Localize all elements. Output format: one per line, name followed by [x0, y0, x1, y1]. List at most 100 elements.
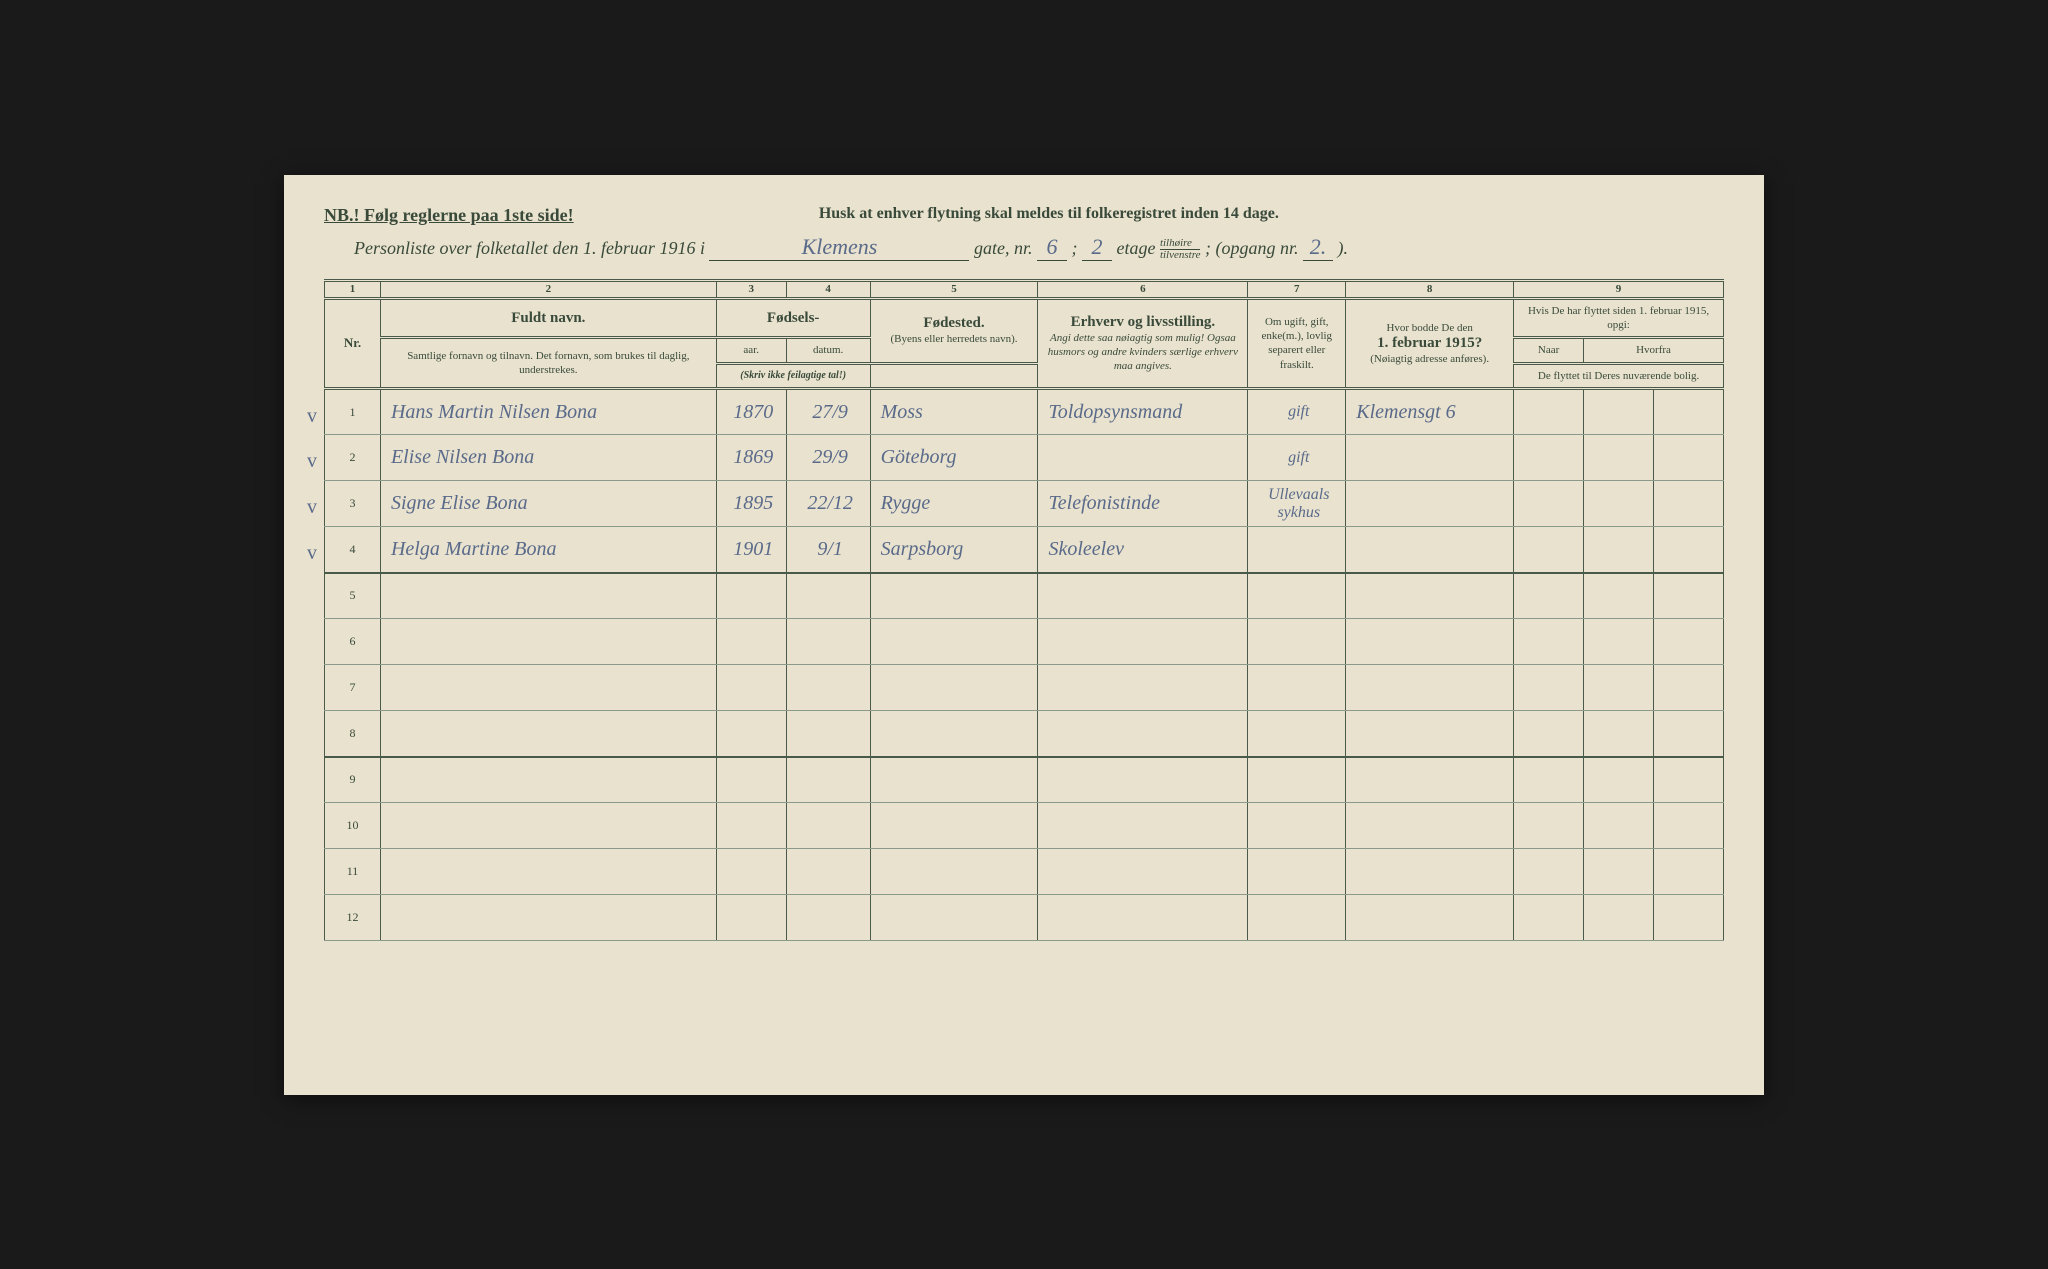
cell-sted [870, 803, 1038, 849]
cell-naar [1514, 619, 1584, 665]
cell-aar [716, 665, 786, 711]
cell-nr: 8 [325, 711, 381, 757]
cell-name [380, 573, 716, 619]
cell-flyttet [1653, 573, 1723, 619]
cell-name [380, 895, 716, 941]
cell-datum [786, 757, 870, 803]
head-row-1: Nr. Fuldt navn. Fødsels- Fødested. (Byen… [325, 298, 1724, 338]
bodde-date: 1. februar 1915? [1352, 335, 1507, 352]
cell-name [380, 619, 716, 665]
cell-flyttet [1653, 803, 1723, 849]
cell-flyttet [1653, 711, 1723, 757]
fodested-sub: (Byens eller herredets navn). [877, 332, 1032, 346]
cell-aar: 1895 [716, 481, 786, 527]
cell-datum: 22/12 [786, 481, 870, 527]
cell-aar: 1901 [716, 527, 786, 573]
header-personliste: Personliste over folketallet den 1. febr… [324, 234, 1724, 261]
cell-naar [1514, 665, 1584, 711]
cell-name: Signe Elise Bona [380, 481, 716, 527]
cell-aar: 1869 [716, 435, 786, 481]
cell-bodde [1346, 527, 1514, 573]
side-fraction: tilhøire tilvenstre [1160, 238, 1201, 261]
side-bottom: tilvenstre [1160, 250, 1201, 261]
cell-sted [870, 665, 1038, 711]
cell-naar [1514, 481, 1584, 527]
cell-status: gift [1248, 389, 1346, 435]
check-mark: v [307, 542, 317, 565]
table-row: v2Elise Nilsen Bona186929/9Göteborggift [325, 435, 1724, 481]
fuldt-title: Fuldt navn. [387, 310, 710, 327]
cell-datum [786, 849, 870, 895]
table-row: 12 [325, 895, 1724, 941]
cell-sted [870, 573, 1038, 619]
cell-naar [1514, 527, 1584, 573]
cell-datum [786, 803, 870, 849]
cell-status [1248, 895, 1346, 941]
cell-status [1248, 757, 1346, 803]
table-row: v4Helga Martine Bona19019/1SarpsborgSkol… [325, 527, 1724, 573]
cell-nr: 5 [325, 573, 381, 619]
head-datum: datum. [786, 338, 870, 363]
cell-erhverv: Telefonistinde [1038, 481, 1248, 527]
cell-sted [870, 619, 1038, 665]
cell-naar [1514, 895, 1584, 941]
cell-flyttet [1653, 435, 1723, 481]
bodde-sub: (Nøiagtig adresse anføres). [1352, 352, 1507, 366]
coln-7: 7 [1248, 280, 1346, 298]
nb-notice: NB.! Følg reglerne paa 1ste side! [324, 205, 574, 226]
cell-bodde [1346, 435, 1514, 481]
cell-flyttet [1653, 895, 1723, 941]
cell-flyttet [1653, 527, 1723, 573]
table-row: 7 [325, 665, 1724, 711]
cell-status: Ullevaals sykhus [1248, 481, 1346, 527]
cell-erhverv [1038, 435, 1248, 481]
cell-sted [870, 711, 1038, 757]
coln-4: 4 [786, 280, 870, 298]
coln-1: 1 [325, 280, 381, 298]
cell-erhverv: Toldopsynsmand [1038, 389, 1248, 435]
head-aar: aar. [716, 338, 786, 363]
cell-datum [786, 573, 870, 619]
cell-aar [716, 573, 786, 619]
cell-name [380, 803, 716, 849]
cell-nr: v1 [325, 389, 381, 435]
cell-status [1248, 711, 1346, 757]
cell-hvorfra [1584, 757, 1654, 803]
cell-hvorfra [1584, 389, 1654, 435]
cell-bodde [1346, 573, 1514, 619]
cell-sted [870, 895, 1038, 941]
cell-naar [1514, 435, 1584, 481]
cell-aar [716, 757, 786, 803]
bodde-q: Hvor bodde De den [1352, 321, 1507, 335]
fuldt-sub: Samtlige fornavn og tilnavn. Det fornavn… [380, 338, 716, 389]
head-flyttet: Hvis De har flyttet siden 1. februar 191… [1514, 298, 1724, 338]
table-row: v3Signe Elise Bona189522/12RyggeTelefoni… [325, 481, 1724, 527]
gate-nr-fill: 6 [1037, 234, 1067, 261]
flyttet-sub: De flyttet til Deres nuværende bolig. [1514, 363, 1724, 388]
table-row: v1Hans Martin Nilsen Bona187027/9MossTol… [325, 389, 1724, 435]
head-fodested: Fødested. (Byens eller herredets navn). [870, 298, 1038, 363]
cell-hvorfra [1584, 665, 1654, 711]
cell-flyttet [1653, 849, 1723, 895]
cell-naar [1514, 573, 1584, 619]
cell-bodde [1346, 803, 1514, 849]
etage-label: etage [1116, 238, 1155, 258]
cell-sted: Sarpsborg [870, 527, 1038, 573]
cell-status: gift [1248, 435, 1346, 481]
etage-nr-fill: 2 [1082, 234, 1112, 261]
table-row: 6 [325, 619, 1724, 665]
cell-datum [786, 711, 870, 757]
coln-2: 2 [380, 280, 716, 298]
head-naar: Naar [1514, 338, 1584, 363]
cell-aar [716, 803, 786, 849]
cell-hvorfra [1584, 849, 1654, 895]
cell-nr: v4 [325, 527, 381, 573]
cell-hvorfra [1584, 619, 1654, 665]
cell-hvorfra [1584, 435, 1654, 481]
table-row: 9 [325, 757, 1724, 803]
head-bodde: Hvor bodde De den 1. februar 1915? (Nøia… [1346, 298, 1514, 388]
cell-datum: 9/1 [786, 527, 870, 573]
cell-sted: Rygge [870, 481, 1038, 527]
cell-aar [716, 619, 786, 665]
skriv-ikke: (Skriv ikke feilagtige tal!) [716, 363, 870, 388]
